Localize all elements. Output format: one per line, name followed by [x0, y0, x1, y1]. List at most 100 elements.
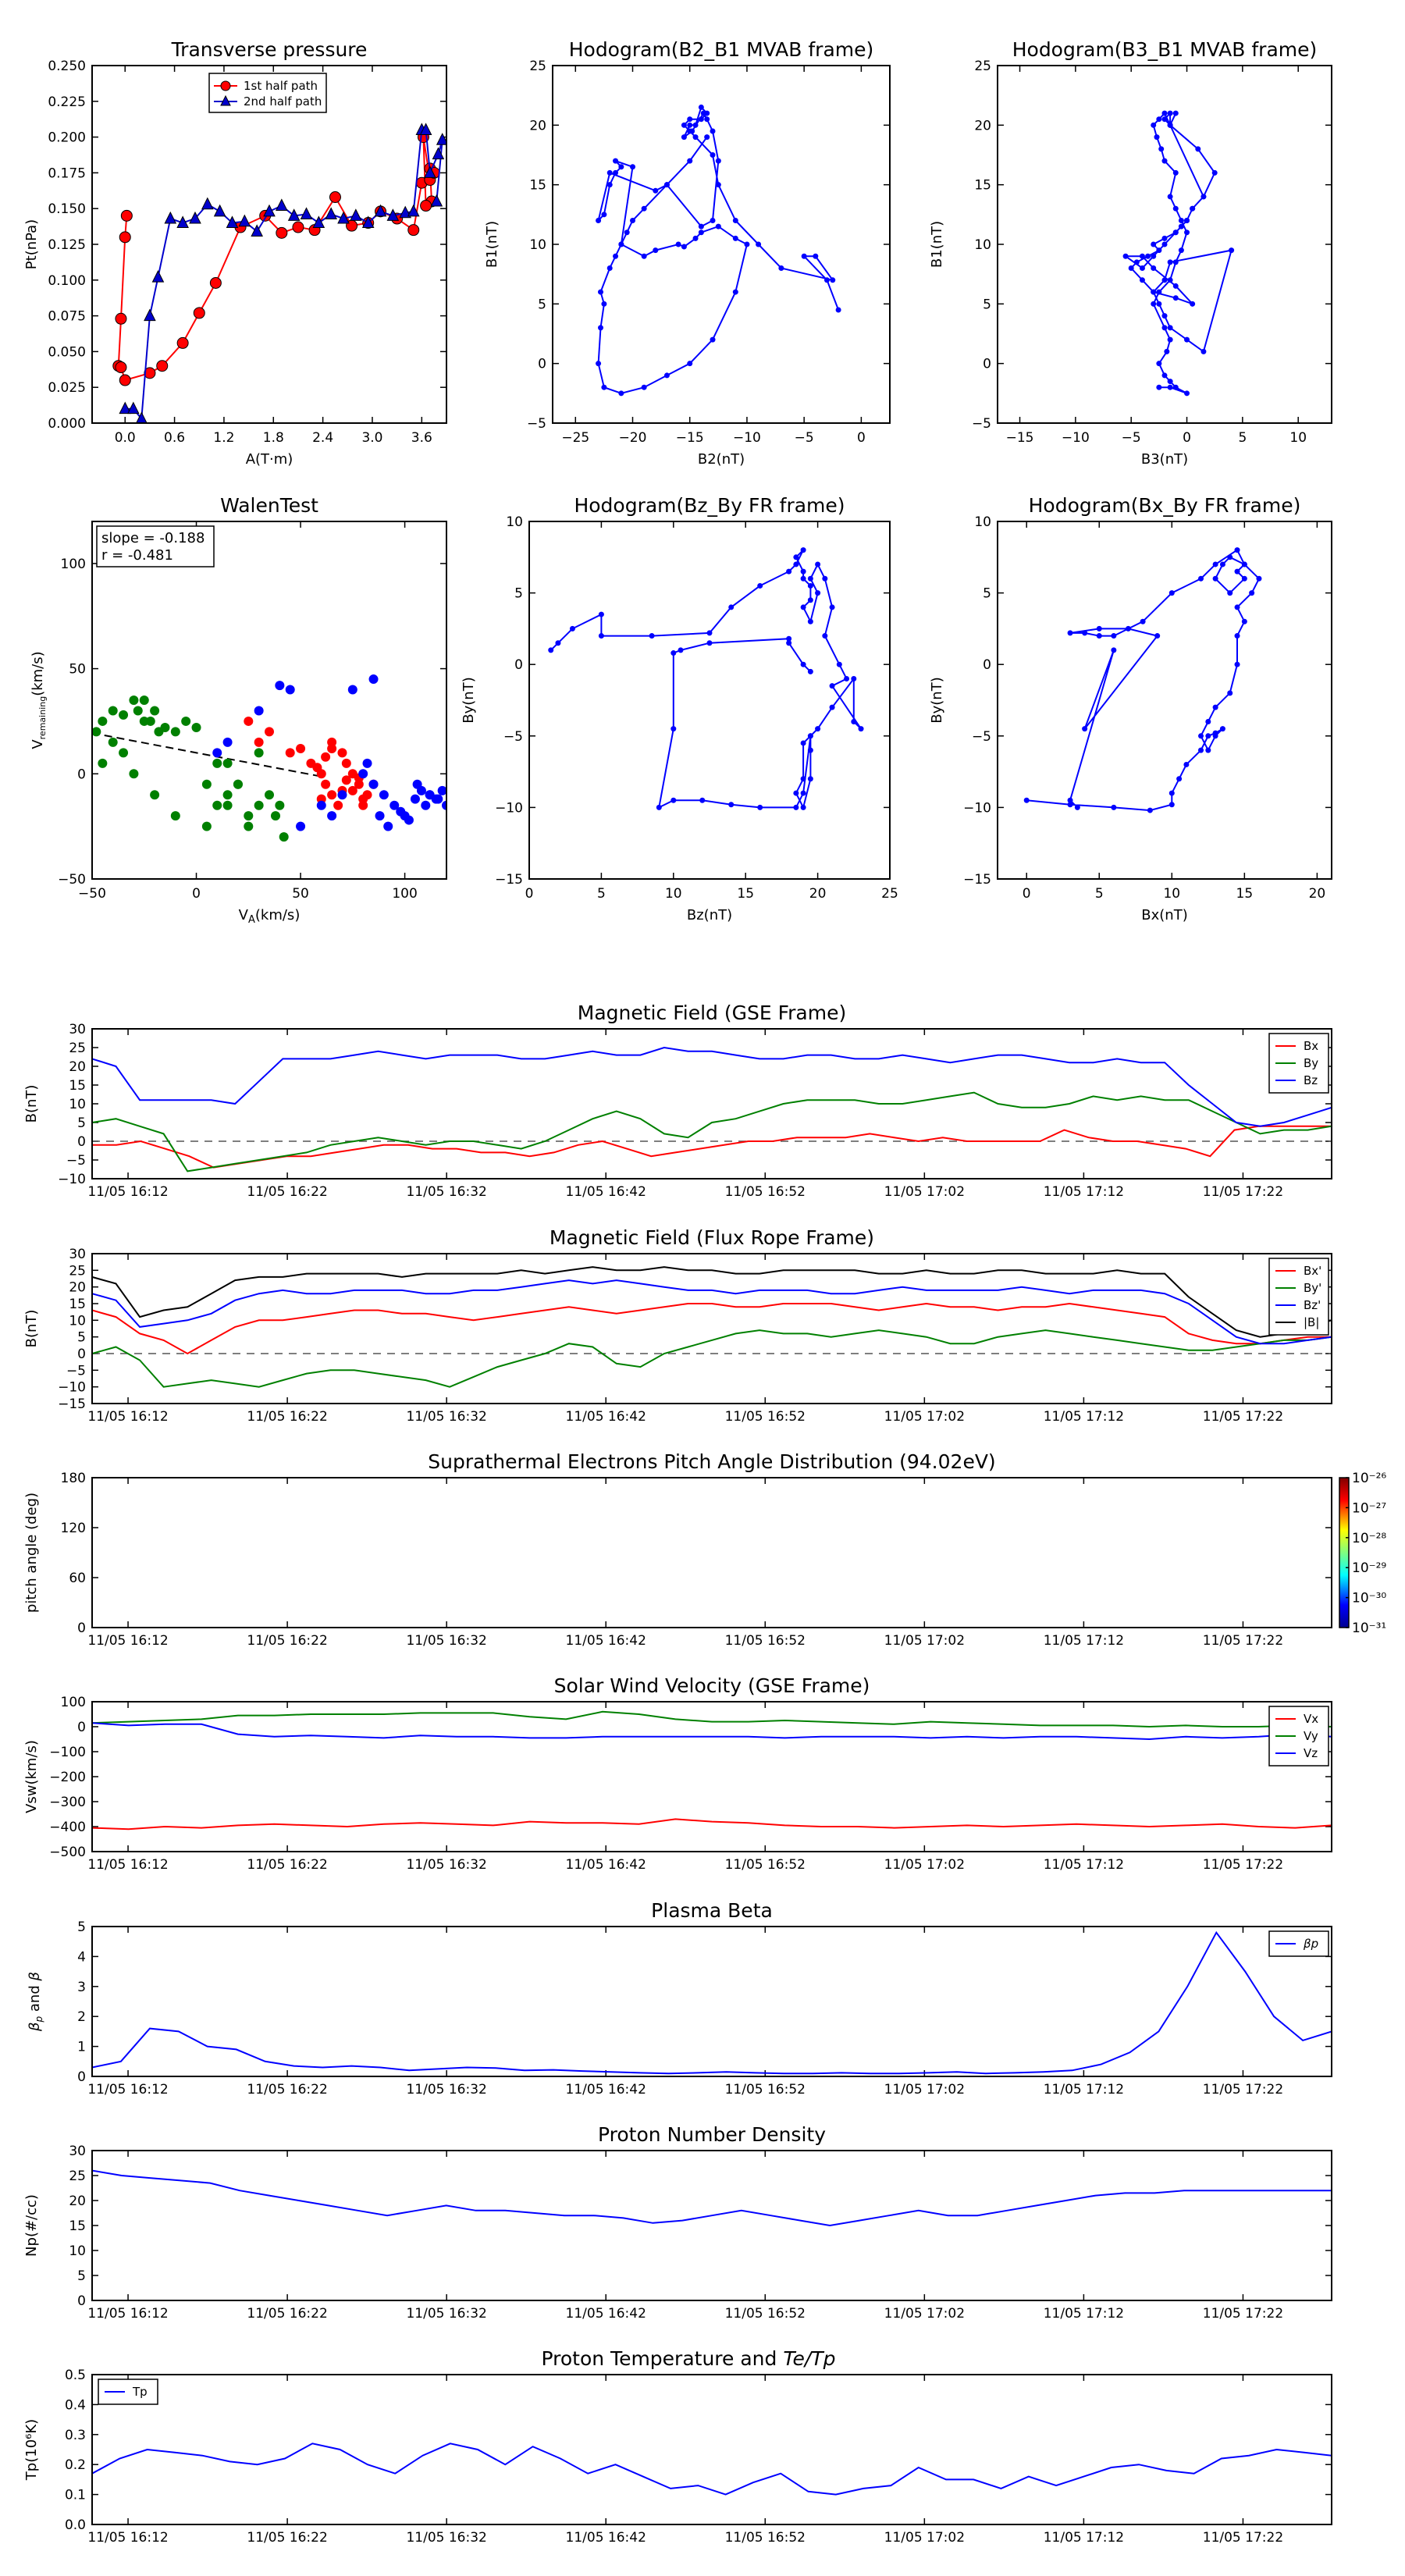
data-point: [436, 133, 446, 145]
data-point: [829, 604, 835, 610]
data-point: [222, 790, 233, 800]
data-point: [276, 198, 288, 212]
y-tick-label: 0: [514, 657, 523, 673]
x-tick-label: 11/05 16:12: [87, 1857, 168, 1873]
data-point: [641, 384, 647, 390]
data-point: [715, 182, 721, 188]
data-point: [670, 726, 677, 732]
series-line: [92, 1091, 1332, 1172]
data-point: [410, 794, 420, 804]
x-tick-label: 11/05 17:22: [1203, 2306, 1283, 2322]
legend-label: Bx: [1304, 1039, 1318, 1053]
data-point: [692, 122, 699, 128]
data-point: [108, 737, 118, 747]
data-point: [687, 361, 693, 367]
y-tick-label: 10: [69, 1097, 86, 1112]
chart-proton-number-density: Proton Number Density 11/05 16:12 11/05 16…: [23, 2123, 1332, 2322]
data-point: [271, 811, 281, 821]
x-axis-label-sub: A: [248, 914, 255, 926]
data-point: [1156, 301, 1162, 307]
data-point: [700, 110, 706, 116]
x-tick-label: 10: [665, 886, 682, 902]
data-point: [1234, 547, 1240, 553]
x-tick-label: −15: [1006, 430, 1034, 446]
data-point: [212, 758, 222, 768]
y-tick-label: 60: [69, 1571, 86, 1586]
data-point: [800, 790, 806, 796]
data-point: [329, 191, 341, 204]
x-tick-label: 1.2: [213, 430, 234, 446]
y-tick-label: −10: [58, 1380, 86, 1396]
data-point: [641, 205, 647, 212]
data-point: [1227, 590, 1233, 596]
data-point: [1219, 561, 1225, 568]
x-tick-label: 11/05 16:32: [406, 1409, 486, 1425]
data-point: [222, 737, 233, 747]
fit-line: [92, 732, 322, 777]
data-point: [1168, 790, 1175, 796]
colorbar-label: 10⁻²⁸: [1352, 1531, 1386, 1546]
data-point: [119, 748, 129, 758]
y-axis-label: By(nT): [461, 677, 477, 723]
y-tick-label: 0: [77, 1347, 86, 1362]
data-point: [1234, 633, 1240, 639]
series-line: [92, 1818, 1332, 1831]
x-axis-label: Bz(nT): [687, 907, 732, 923]
data-point: [1074, 804, 1080, 810]
data-point: [383, 821, 393, 831]
data-point: [1023, 797, 1030, 803]
chart-hodogram-bx-by: Hodogram(Bx_By FR frame) 0 5 10 15 20 −15 −10 −5…: [929, 494, 1332, 923]
chart-hodogram-bz-by: Hodogram(Bz_By FR frame) 0 5 10 15 20 25 −15 −10…: [461, 494, 898, 923]
y-axis-label: B1(nT): [484, 221, 500, 268]
data-point: [1227, 690, 1233, 696]
data-point: [1178, 217, 1184, 223]
data-point: [1256, 575, 1262, 582]
data-point: [1167, 379, 1173, 385]
data-point: [126, 401, 140, 415]
data-point: [341, 775, 351, 785]
x-tick-label: 11/05 16:32: [406, 2306, 486, 2322]
x-tick-label: 11/05 16:22: [247, 1857, 327, 1873]
data-point: [432, 147, 445, 160]
x-tick-label: 5: [1238, 430, 1247, 446]
data-point: [613, 169, 619, 176]
colorbar-label: 10⁻²⁹: [1352, 1560, 1386, 1576]
data-point: [1212, 575, 1218, 582]
data-point: [698, 229, 704, 236]
data-point: [687, 122, 693, 128]
x-tick-label: 11/05 16:12: [87, 1184, 168, 1200]
y-tick-label: 3: [77, 1980, 86, 1995]
data-point: [757, 582, 763, 589]
x-tick-label: 11/05 16:12: [87, 2306, 168, 2322]
x-tick-label: 11/05 16:52: [725, 1857, 806, 1873]
plot-area: [92, 2169, 1332, 2227]
x-tick-label: −10: [1062, 430, 1090, 446]
data-point: [1200, 194, 1207, 200]
data-point: [613, 158, 619, 164]
data-point: [1241, 575, 1247, 582]
data-point: [1167, 384, 1173, 390]
data-point: [341, 758, 351, 768]
plot-area: [112, 123, 446, 423]
chart-hodogram-b3-b1: Hodogram(B3_B1 MVAB frame) −15 −10 −5 0 5 10 −5…: [929, 38, 1332, 468]
data-point: [630, 217, 636, 223]
annotation-text: r = -0.481: [101, 547, 173, 564]
x-tick-label: 11/05 16:32: [406, 1633, 486, 1649]
y-tick-label: −50: [58, 872, 86, 888]
data-point: [815, 590, 821, 596]
plot-area: [1122, 110, 1235, 397]
x-tick-label: 11/05 17:12: [1044, 2306, 1124, 2322]
data-point: [164, 211, 177, 224]
plot-frame: [552, 65, 891, 424]
plot-frame: [91, 2150, 1332, 2301]
y-tick-label: 0.000: [48, 416, 86, 432]
data-point: [327, 737, 337, 747]
data-point: [358, 800, 368, 810]
data-point: [1156, 384, 1162, 390]
legend-label: By: [1304, 1056, 1318, 1070]
data-point: [1200, 348, 1207, 354]
data-point: [681, 122, 687, 128]
data-point: [265, 790, 274, 800]
data-point: [254, 737, 264, 747]
x-tick-label: 1.8: [263, 430, 284, 446]
